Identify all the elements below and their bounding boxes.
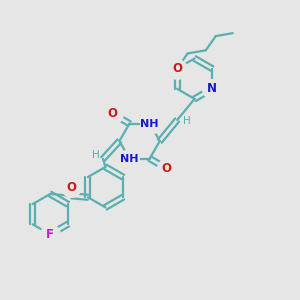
Text: O: O xyxy=(172,62,182,75)
Text: H: H xyxy=(183,116,190,127)
Text: F: F xyxy=(46,228,54,241)
Text: NH: NH xyxy=(120,154,139,164)
Text: H: H xyxy=(92,150,100,160)
Text: O: O xyxy=(107,107,118,120)
Text: O: O xyxy=(162,162,172,175)
Text: NH: NH xyxy=(140,118,159,129)
Text: N: N xyxy=(207,82,217,95)
Text: O: O xyxy=(66,181,76,194)
